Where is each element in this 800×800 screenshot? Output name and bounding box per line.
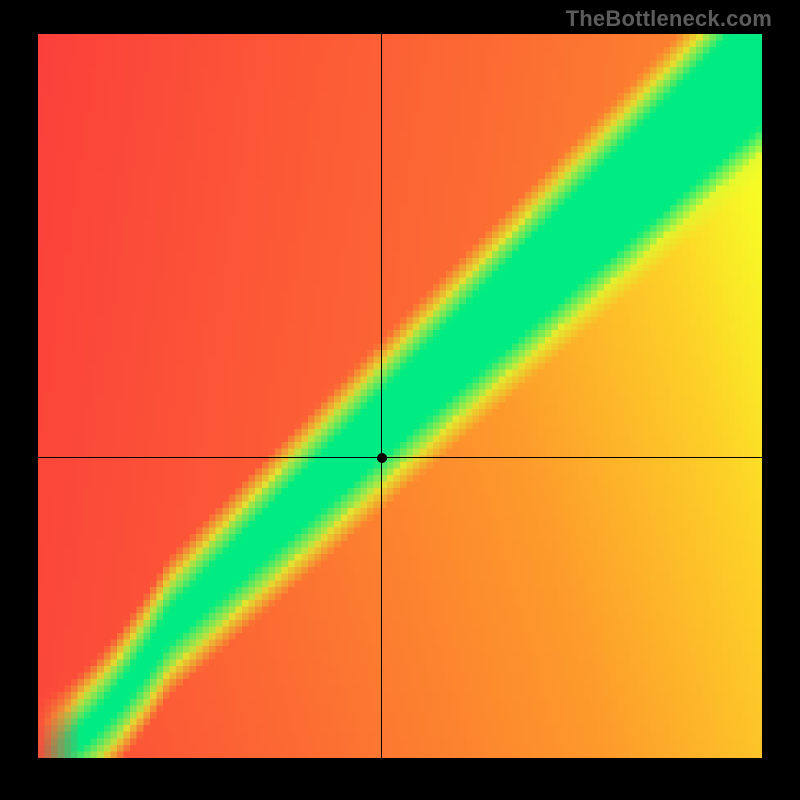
crosshair-marker-dot bbox=[377, 453, 387, 463]
heatmap-canvas bbox=[38, 34, 762, 758]
crosshair-vertical bbox=[381, 34, 382, 758]
crosshair-horizontal bbox=[38, 457, 762, 458]
watermark-text: TheBottleneck.com bbox=[566, 6, 772, 32]
bottleneck-heatmap bbox=[38, 34, 762, 758]
